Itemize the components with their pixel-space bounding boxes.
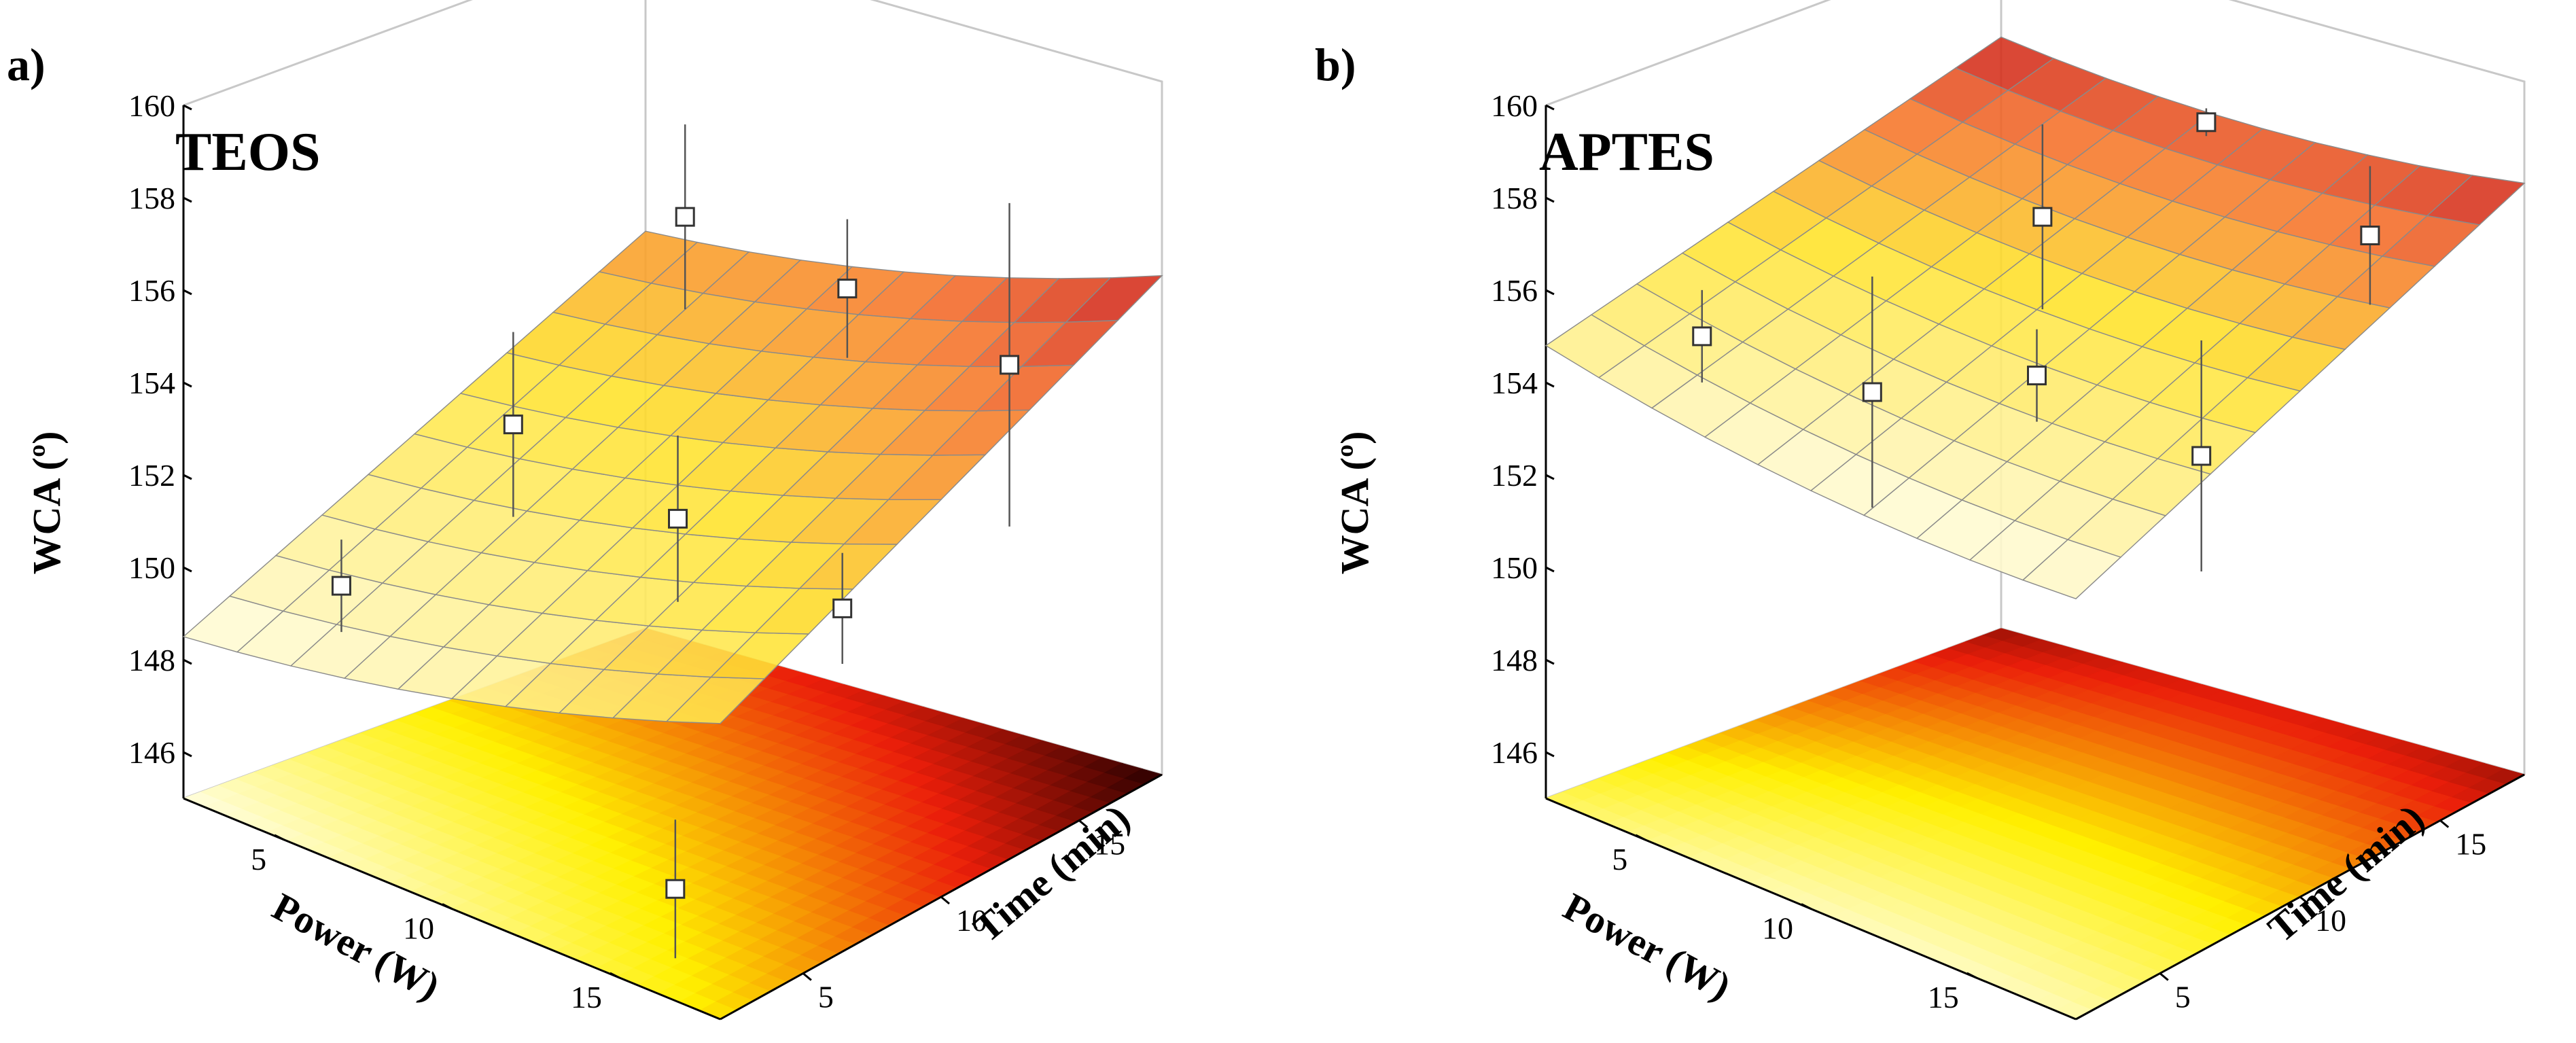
z-tick-mark	[1545, 381, 1555, 388]
z-tick-label: 158	[128, 181, 175, 215]
x-axis-label: Power (W)	[266, 884, 447, 1008]
z-tick-mark	[183, 658, 192, 665]
z-tick-mark	[1545, 289, 1555, 296]
x-tick-label: 15	[571, 980, 602, 1014]
y-tick-mark	[2159, 972, 2169, 981]
data-point	[837, 279, 858, 299]
x-tick-label: 15	[1928, 980, 1959, 1014]
data-point	[2027, 366, 2047, 386]
data-point	[668, 508, 688, 529]
z-tick-mark	[183, 196, 192, 203]
y-tick-mark	[940, 896, 950, 905]
z-tick-label: 160	[128, 88, 175, 123]
chart-title: APTES	[1539, 122, 1714, 182]
panel-label: a)	[7, 39, 46, 90]
z-tick-label: 146	[128, 735, 175, 770]
response-surface	[182, 230, 1163, 724]
floor-heatmap	[1545, 628, 2526, 1020]
z-tick-label: 154	[128, 366, 175, 400]
y-axis-line	[2075, 773, 2525, 1021]
y-tick-mark	[1078, 819, 1089, 828]
x-axis-line	[1545, 797, 2077, 1021]
z-tick-label: 148	[1491, 643, 1538, 677]
z-tick-mark	[1545, 566, 1555, 573]
data-point	[1692, 326, 1712, 347]
plot-area	[182, 0, 1163, 1021]
z-tick-mark	[183, 381, 192, 388]
plot-area	[1545, 0, 2526, 1021]
z-tick-label: 152	[128, 458, 175, 493]
z-tick-mark	[183, 104, 192, 111]
panel-a: a) TEOS WCA (º) Power (W) Time (min) 5 10…	[7, 0, 1163, 1021]
z-axis-label: WCA (º)	[24, 431, 69, 575]
x-tick-label: 5	[1612, 842, 1627, 877]
z-tick-label: 154	[1491, 366, 1538, 400]
x-tick-label: 5	[251, 842, 266, 877]
z-tick-label: 148	[128, 643, 175, 677]
surface-cell	[1954, 36, 2055, 91]
z-tick-mark	[1545, 751, 1555, 758]
z-tick-label: 158	[1491, 181, 1538, 215]
y-tick-label: 15	[2455, 827, 2486, 862]
data-point	[665, 879, 686, 899]
data-point	[832, 598, 853, 618]
data-point	[675, 207, 695, 227]
y-tick-mark	[2299, 896, 2309, 905]
y-axis-line	[720, 773, 1163, 1021]
data-point	[2360, 226, 2380, 246]
z-axis-label: WCA (º)	[1333, 431, 1377, 575]
x-tick-label: 10	[403, 911, 434, 946]
z-tick-label: 152	[1491, 458, 1538, 493]
z-tick-mark	[1545, 196, 1555, 203]
data-point	[1862, 382, 1882, 402]
chart-aptes: b) APTES WCA (º) Power (W) Time (min) 51…	[1315, 0, 2526, 1021]
data-point	[2032, 207, 2053, 227]
z-tick-mark	[1545, 104, 1555, 111]
data-point	[331, 576, 351, 596]
y-tick-label: 10	[956, 903, 987, 938]
data-point	[503, 414, 523, 435]
y-tick-label: 5	[2175, 980, 2191, 1014]
z-tick-label: 156	[1491, 273, 1538, 308]
z-tick-label: 156	[128, 273, 175, 308]
y-tick-mark	[2439, 819, 2450, 828]
z-tick-mark	[1545, 474, 1555, 480]
y-tick-label: 15	[1094, 827, 1125, 862]
data-point	[2191, 446, 2212, 466]
y-tick-mark	[802, 972, 812, 981]
z-tick-label: 150	[128, 550, 175, 585]
data-point	[2196, 112, 2217, 132]
chart-teos: a) TEOS WCA (º) Power (W) Time (min) 510…	[7, 0, 1163, 1021]
z-tick-mark	[183, 289, 192, 296]
z-tick-label: 160	[1491, 88, 1538, 123]
panel-label: b)	[1315, 39, 1356, 90]
y-tick-label: 5	[818, 980, 834, 1014]
z-tick-label: 146	[1491, 735, 1538, 770]
chart-title: TEOS	[175, 122, 320, 182]
data-point	[1000, 355, 1020, 375]
y-tick-label: 10	[2315, 903, 2346, 938]
z-tick-mark	[183, 751, 192, 758]
response-surface	[1545, 36, 2526, 600]
surface-cell	[598, 230, 699, 284]
z-tick-mark	[183, 566, 192, 573]
z-tick-label: 150	[1491, 550, 1538, 585]
x-axis-label: Power (W)	[1557, 884, 1738, 1008]
x-axis-line	[183, 797, 721, 1021]
z-tick-mark	[183, 474, 192, 480]
z-tick-mark	[1545, 658, 1555, 665]
x-tick-label: 10	[1762, 911, 1793, 946]
